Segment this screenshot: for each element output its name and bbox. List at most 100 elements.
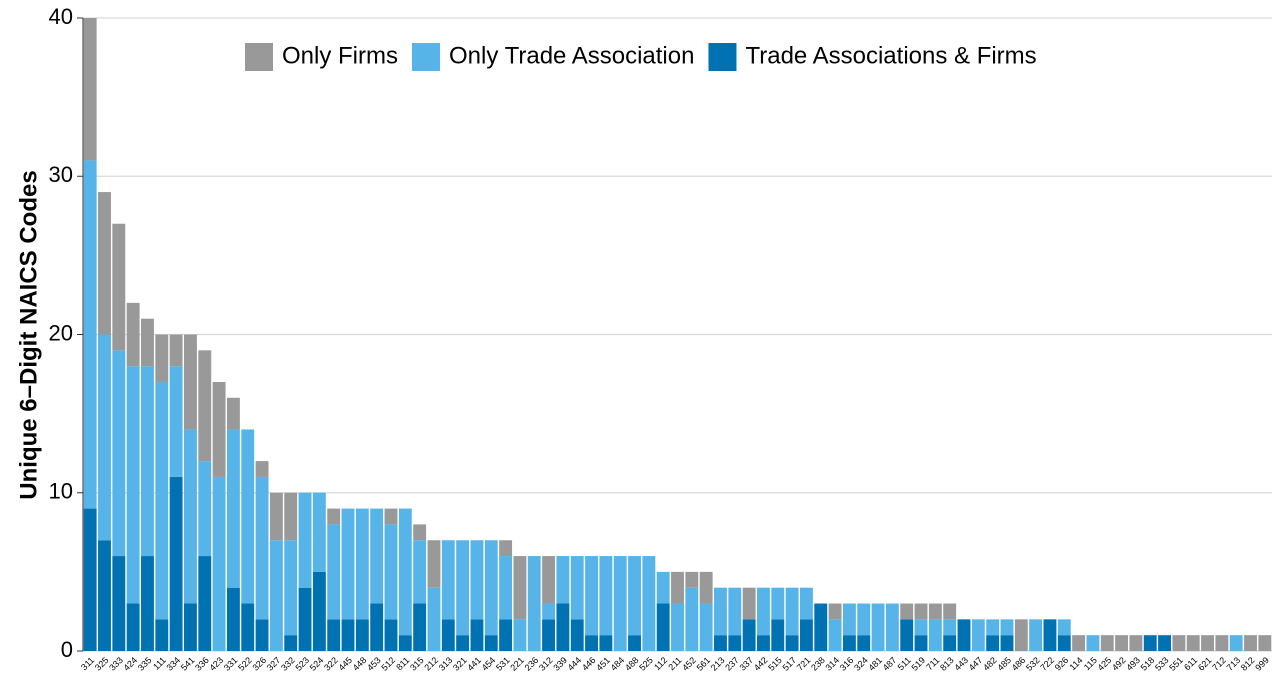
bar-segment	[1172, 635, 1186, 651]
bar-segment	[499, 540, 513, 557]
bar-segment	[112, 556, 126, 651]
bar-segment	[470, 540, 484, 620]
bar-segment	[126, 603, 140, 651]
bar-segment	[83, 18, 97, 161]
bar-segment	[542, 603, 556, 620]
bar-segment	[226, 429, 240, 588]
bar-segment	[341, 508, 355, 620]
bar-segment	[628, 556, 641, 636]
bar-segment	[1000, 635, 1014, 651]
bar-segment	[699, 571, 713, 604]
y-tick-label: 30	[49, 162, 73, 187]
bar-segment	[441, 619, 455, 651]
bar-segment	[298, 587, 312, 651]
bar-segment	[327, 619, 341, 651]
bar-segment	[183, 429, 197, 604]
bar-segment	[714, 587, 727, 636]
bar-segment	[986, 635, 1000, 651]
bar-segment	[327, 524, 341, 620]
bar-segment	[671, 603, 684, 651]
bar-segment	[570, 556, 584, 620]
bar-segment	[714, 635, 727, 651]
bar-segment	[671, 571, 684, 604]
bar-segment	[198, 556, 212, 651]
bar-segment	[914, 619, 928, 636]
bar-segment	[613, 556, 627, 651]
bar-segment	[599, 556, 613, 636]
bar-segment	[971, 619, 985, 651]
bar-segment	[556, 603, 570, 651]
bar-segment	[570, 619, 584, 651]
bar-segment	[169, 476, 183, 651]
bar-segment	[1215, 635, 1229, 651]
bar-segment	[1129, 635, 1143, 651]
bar-segment	[198, 461, 212, 557]
bar-segment	[914, 603, 928, 620]
bar-segment	[355, 619, 369, 651]
bar-segment	[169, 366, 183, 477]
bar-segment	[556, 556, 570, 604]
bar-segment	[857, 603, 871, 636]
bar-segment	[83, 508, 97, 651]
y-tick-label: 10	[49, 479, 73, 504]
bar-segment	[1086, 635, 1100, 651]
bar-segment	[799, 619, 813, 651]
bar-segment	[871, 603, 885, 651]
bar-segment	[699, 603, 713, 651]
bar-segment	[986, 619, 1000, 636]
legend-swatch	[708, 43, 737, 71]
bar-segment	[1201, 635, 1214, 651]
bar-segment	[427, 587, 441, 651]
bar-segment	[771, 619, 785, 651]
bar-segment	[527, 556, 541, 651]
bar-segment	[513, 619, 527, 651]
legend-label: Trade Associations & Firms	[745, 42, 1036, 69]
legend-label: Only Firms	[282, 42, 398, 69]
bar-segment	[198, 350, 212, 462]
bar-segment	[542, 619, 556, 651]
bar-segment	[785, 635, 799, 651]
bar-segment	[269, 540, 283, 651]
bar-segment	[341, 619, 355, 651]
bar-segment	[513, 556, 527, 620]
bar-segment	[413, 603, 427, 651]
bar-segment	[141, 556, 154, 651]
bar-segment	[857, 635, 871, 651]
bar-segment	[1244, 635, 1257, 651]
bar-segment	[828, 619, 842, 651]
bar-segment	[312, 571, 326, 651]
legend-swatch	[412, 43, 440, 71]
bar-segment	[828, 603, 842, 620]
bar-segment	[226, 587, 240, 651]
bar-segment	[427, 540, 441, 588]
bar-segment	[183, 334, 197, 430]
bar-segment	[799, 587, 813, 620]
bar-segment	[599, 635, 613, 651]
bar-segment	[1229, 635, 1243, 651]
bar-segment	[155, 381, 169, 620]
bar-segment	[685, 571, 699, 588]
bar-segment	[928, 603, 942, 620]
bar-segment	[141, 318, 154, 367]
bar-segment	[470, 619, 484, 651]
bar-segment	[1014, 619, 1028, 651]
bar-segment	[957, 619, 971, 651]
bar-segment	[757, 635, 770, 651]
bar-segment	[212, 476, 226, 651]
bar-segment	[1029, 619, 1043, 651]
bar-segment	[728, 635, 742, 651]
bar-segment	[1100, 635, 1114, 651]
bar-segment	[284, 540, 298, 636]
bar-segment	[585, 556, 598, 636]
x-tick-label: 999	[1253, 655, 1271, 673]
bar-segment	[269, 492, 283, 541]
bar-segment	[155, 334, 169, 382]
bar-segment	[757, 587, 770, 636]
bar-segment	[943, 619, 957, 636]
bar-segment	[212, 381, 226, 477]
bar-segment	[484, 540, 498, 636]
bar-segment	[656, 603, 670, 651]
bar-segment	[169, 334, 183, 367]
bar-segment	[1057, 635, 1071, 651]
